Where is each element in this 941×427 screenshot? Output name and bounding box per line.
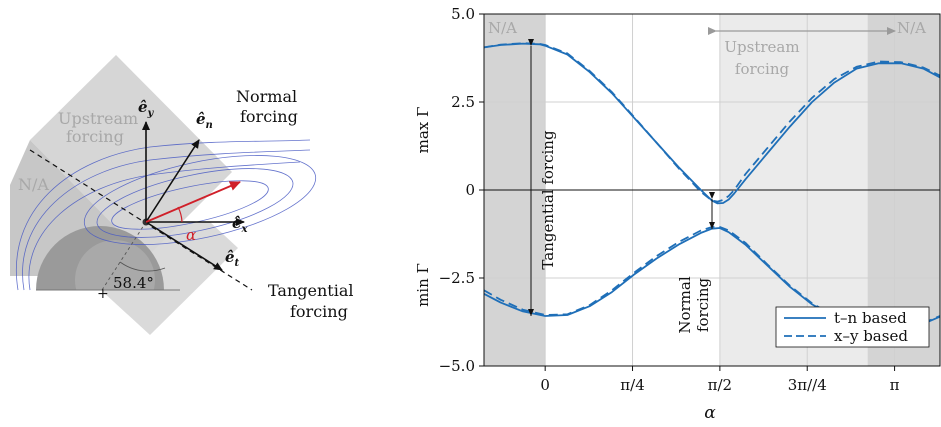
x-label: α: [704, 403, 716, 423]
x-axis: 0 π/4 π/2 3π//4 π: [540, 366, 900, 394]
upstream-annotation-line2: forcing: [735, 60, 790, 78]
normal-annotation-line2: forcing: [694, 277, 712, 332]
forcing-chart: 5.0 2.5 0 −2.5 −5.0 0 π/4 π/2 3π//4 π max Γ min …: [414, 5, 941, 423]
series-xy-max: [484, 42, 940, 203]
tangential-annotation: Tangential forcing: [539, 130, 557, 270]
y-tick-label: −2.5: [439, 269, 475, 287]
upstream-label-line1: Upstream: [58, 109, 138, 128]
en-vector: [145, 139, 200, 223]
en-label: ên: [196, 110, 213, 131]
y-tick-label: 0: [465, 181, 475, 199]
y-tick-label: −5.0: [439, 357, 475, 375]
y-tick-label: 2.5: [451, 93, 475, 111]
tangential-label-line1: Tangential: [268, 281, 354, 300]
streamlines: [16, 139, 317, 291]
y-label-top: max Γ: [414, 107, 432, 154]
et-label: êt: [225, 248, 240, 269]
streamline: [96, 168, 294, 238]
upstream-label-line2: forcing: [66, 127, 124, 146]
upstream-annotation-line1: Upstream: [724, 38, 799, 56]
x-tick-label: 0: [540, 376, 550, 394]
x-tick-label: 3π//4: [788, 376, 827, 394]
streamline: [83, 155, 317, 245]
normal-label-line2: forcing: [240, 107, 298, 126]
streamline: [16, 139, 311, 291]
cylinder-highlight: [75, 240, 155, 290]
alpha-vector: [145, 181, 241, 223]
normal-annotation-line1: Normal: [676, 276, 694, 333]
angle-label: 58.4°: [113, 274, 154, 292]
alpha-arc: [177, 206, 183, 223]
et-vector: [145, 221, 223, 271]
center-cross: +: [97, 286, 109, 302]
y-tick-label: 5.0: [451, 5, 475, 23]
streamline: [22, 149, 311, 291]
streamline: [28, 161, 301, 291]
legend: t–n based x–y based: [775, 306, 930, 348]
x-tick-label: π/4: [620, 376, 644, 394]
tangential-label-line2: forcing: [290, 302, 348, 321]
forcing-geometry-diagram: + êy ên êx êt α 58.4° Upstream forcing N…: [10, 55, 354, 335]
legend-box: [775, 306, 930, 348]
cylinder-radius-dashed: [101, 221, 147, 291]
na-annotation-left: N/A: [488, 19, 517, 37]
na-label: N/A: [18, 175, 49, 194]
na-annotation-right: N/A: [897, 19, 926, 37]
legend-label-xy: x–y based: [834, 327, 908, 345]
series-tn-max: [484, 42, 940, 205]
ey-label: êy: [138, 98, 155, 119]
y-label-bottom: min Γ: [414, 263, 432, 307]
ex-label: êx: [232, 214, 249, 235]
x-tick-label: π: [890, 376, 900, 394]
y-axis: 5.0 2.5 0 −2.5 −5.0: [439, 5, 484, 375]
x-tick-label: π/2: [708, 376, 732, 394]
angle-arc: [119, 261, 166, 272]
alpha-label: α: [186, 226, 196, 244]
normal-label-line1: Normal: [236, 87, 297, 106]
legend-label-tn: t–n based: [834, 309, 907, 327]
